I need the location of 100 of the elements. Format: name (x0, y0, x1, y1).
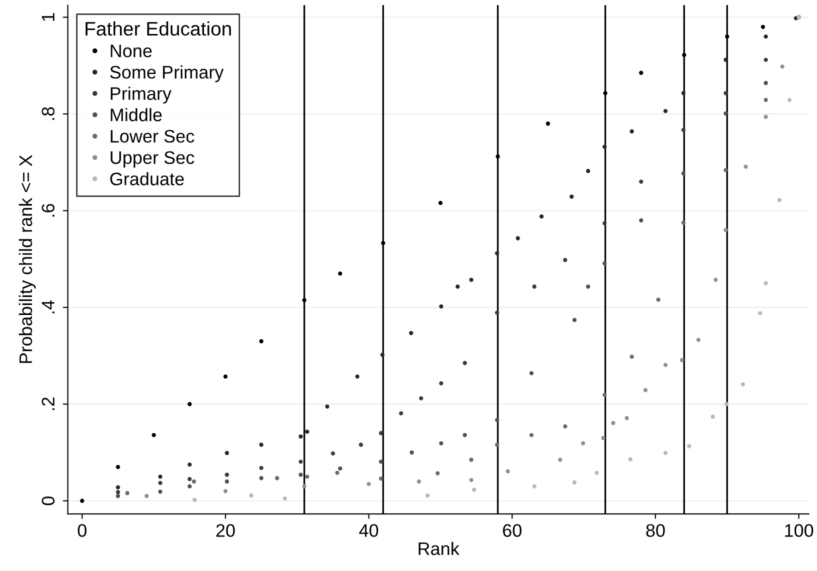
point (602, 392, 607, 398)
y-tick-label: .6 (42, 204, 55, 217)
point (624, 416, 629, 420)
y-tick-label: 1 (42, 13, 54, 21)
point (419, 396, 424, 400)
point (302, 298, 306, 302)
y-axis-title: Probability child rank <= X (18, 155, 36, 363)
point (760, 24, 766, 29)
legend-label: Primary (110, 86, 172, 104)
point (416, 479, 422, 484)
point (740, 382, 745, 386)
point (462, 432, 467, 438)
point (495, 310, 500, 315)
point (355, 374, 360, 379)
point (192, 498, 197, 502)
point (602, 221, 607, 226)
point (558, 458, 562, 462)
point (298, 434, 303, 439)
point (259, 466, 264, 470)
point (302, 484, 306, 488)
point (516, 236, 520, 240)
point (158, 474, 162, 479)
point (259, 476, 264, 480)
point (410, 450, 414, 455)
point (439, 304, 444, 309)
point (602, 261, 607, 266)
point (787, 98, 792, 102)
point (381, 240, 386, 246)
point (469, 278, 474, 282)
point (681, 128, 686, 132)
point (116, 490, 120, 494)
x-tick-label: 20 (216, 524, 235, 537)
point (223, 374, 228, 379)
point (681, 171, 686, 176)
point (116, 494, 120, 498)
point (496, 154, 500, 159)
legend-title: Father Education (86, 21, 231, 36)
point (724, 402, 728, 406)
legend-label: None (110, 44, 152, 58)
point (663, 450, 668, 456)
point (563, 424, 568, 428)
point (639, 218, 644, 222)
point (758, 311, 762, 316)
point (601, 436, 606, 440)
point (398, 411, 404, 416)
point (563, 258, 568, 262)
point (335, 470, 340, 475)
point (724, 111, 728, 116)
point (259, 442, 264, 447)
point (639, 70, 644, 75)
x-tick-label: 0 (78, 524, 86, 537)
point (462, 360, 467, 366)
point (409, 330, 414, 336)
point (249, 493, 254, 498)
point (224, 479, 229, 484)
point (572, 318, 577, 322)
point (724, 168, 728, 172)
point (358, 442, 364, 447)
point (529, 432, 534, 438)
point (305, 474, 310, 479)
point (378, 431, 384, 436)
legend-label: Middle (110, 108, 162, 122)
point (224, 472, 229, 477)
legend-label: Lower Sec (110, 130, 194, 143)
point (282, 496, 288, 501)
point (495, 418, 500, 422)
point (764, 34, 768, 39)
point (602, 144, 607, 149)
point (116, 485, 120, 490)
point (158, 480, 162, 486)
x-tick-label: 60 (503, 524, 522, 537)
y-tick-label: .8 (42, 107, 55, 120)
x-axis-title: Rank (418, 542, 460, 556)
point (495, 251, 500, 256)
point (495, 442, 500, 447)
point (532, 284, 536, 289)
point (472, 488, 476, 492)
point (469, 458, 474, 462)
point (116, 464, 120, 470)
point (330, 451, 336, 456)
point (630, 354, 634, 359)
point (125, 491, 130, 496)
point (603, 91, 608, 96)
point (724, 228, 728, 232)
point (681, 220, 686, 225)
point (506, 469, 510, 474)
point (188, 402, 192, 406)
point (687, 444, 692, 448)
x-tick-label: 100 (785, 524, 814, 537)
point (158, 490, 162, 494)
point (764, 281, 768, 286)
point (274, 476, 280, 480)
point (80, 498, 84, 503)
point (338, 271, 342, 276)
point (656, 298, 660, 302)
point (305, 430, 310, 434)
point (586, 168, 590, 174)
point (469, 478, 474, 482)
point (581, 441, 586, 446)
point (570, 194, 574, 199)
